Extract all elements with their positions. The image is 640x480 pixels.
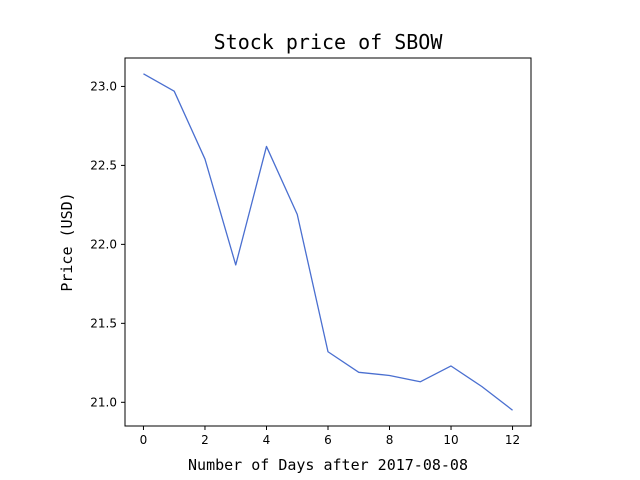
chart-title: Stock price of SBOW bbox=[214, 30, 444, 54]
x-tick-label: 4 bbox=[263, 433, 271, 447]
x-axis-label: Number of Days after 2017-08-08 bbox=[188, 456, 468, 474]
y-tick-label: 21.0 bbox=[90, 395, 117, 409]
x-tick-label: 8 bbox=[386, 433, 394, 447]
x-tick-label: 12 bbox=[505, 433, 520, 447]
y-tick-label: 22.5 bbox=[90, 158, 117, 172]
y-tick-label: 23.0 bbox=[90, 79, 117, 93]
y-tick-label: 21.5 bbox=[90, 316, 117, 330]
y-axis: 21.0 21.5 22.0 22.5 23.0 bbox=[90, 79, 125, 409]
x-tick-label: 2 bbox=[201, 433, 209, 447]
plot-frame bbox=[124, 57, 532, 427]
x-tick-label: 10 bbox=[443, 433, 458, 447]
price-series-line-0 bbox=[143, 73, 513, 411]
y-tick-label: 22.0 bbox=[90, 237, 117, 251]
x-tick-label: 6 bbox=[324, 433, 332, 447]
plot-area bbox=[143, 73, 513, 411]
x-tick-label: 0 bbox=[140, 433, 148, 447]
x-axis: 0 2 4 6 8 10 12 bbox=[140, 426, 520, 447]
y-axis-label: Price (USD) bbox=[58, 192, 76, 291]
